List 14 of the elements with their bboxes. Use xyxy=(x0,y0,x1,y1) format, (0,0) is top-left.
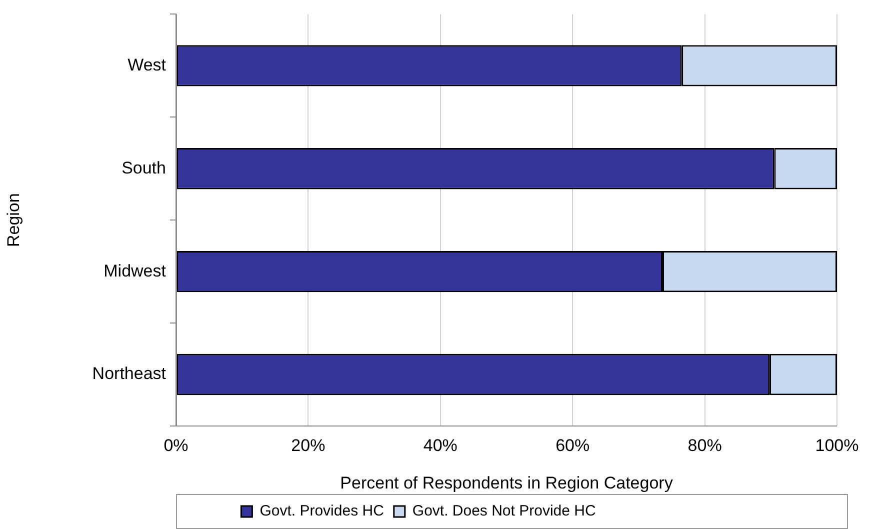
y-tick-label: West xyxy=(128,55,166,74)
x-tick-label: 40% xyxy=(423,436,458,455)
x-tick-label: 80% xyxy=(688,436,722,455)
legend-label: Govt. Provides HC xyxy=(260,502,384,520)
y-tick-label: South xyxy=(122,158,166,178)
legend-label: Govt. Does Not Provide HC xyxy=(412,502,596,520)
x-tick-label: 0% xyxy=(164,436,188,455)
x-tick-label: 60% xyxy=(556,436,590,455)
y-axis-title: Region xyxy=(4,193,23,248)
x-tick-label: 20% xyxy=(291,436,326,455)
y-tick-label: Northeast xyxy=(92,364,166,384)
x-axis-title: Percent of Respondents in Region Category xyxy=(340,473,674,492)
x-tick-label: 100% xyxy=(815,436,859,455)
y-tick-label: Midwest xyxy=(104,261,166,280)
